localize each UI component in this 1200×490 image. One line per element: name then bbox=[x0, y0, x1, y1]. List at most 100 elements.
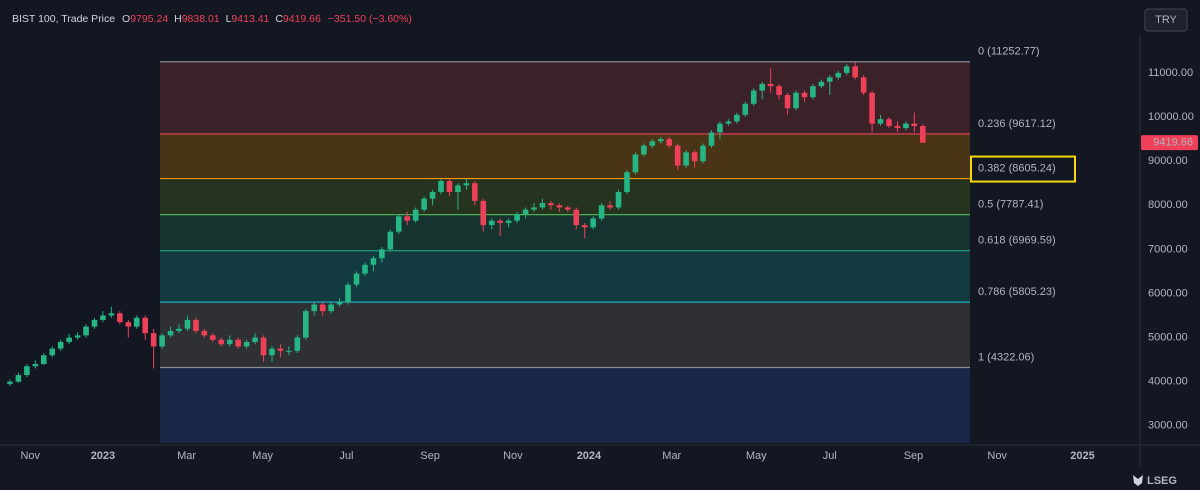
candle-body bbox=[226, 339, 233, 345]
x-tick-label: Nov bbox=[20, 450, 40, 462]
fib-label: 0.382 (8605.24) bbox=[978, 162, 1056, 174]
x-tick-label: May bbox=[252, 450, 273, 462]
candle-body bbox=[835, 72, 842, 78]
candle-body bbox=[894, 125, 901, 129]
candle-body bbox=[810, 86, 816, 98]
x-tick-label: Mar bbox=[662, 450, 681, 462]
candle-body bbox=[24, 366, 30, 376]
candle-body bbox=[117, 313, 123, 323]
high-letter: H bbox=[174, 13, 182, 25]
candle-body bbox=[133, 317, 140, 327]
brand-name: LSEG bbox=[1147, 475, 1177, 487]
candle-body bbox=[108, 313, 115, 316]
candle-body bbox=[522, 209, 529, 215]
candle-body bbox=[421, 198, 427, 210]
candle-body bbox=[455, 185, 461, 193]
candle-body bbox=[269, 348, 275, 356]
candle-body bbox=[691, 152, 698, 162]
fib-label: 1 (4322.06) bbox=[978, 351, 1034, 363]
candle-body bbox=[125, 322, 132, 327]
candle-body bbox=[683, 152, 689, 166]
candle-body bbox=[514, 214, 520, 221]
candle-body bbox=[860, 77, 867, 93]
candle-body bbox=[193, 319, 199, 331]
fib-zone bbox=[160, 302, 970, 368]
candle-body bbox=[573, 209, 580, 226]
candle-body bbox=[463, 183, 470, 186]
close-letter: C bbox=[275, 13, 283, 25]
candle-body bbox=[548, 203, 554, 206]
candle-body bbox=[235, 339, 241, 347]
x-tick-label: Sep bbox=[904, 450, 924, 462]
candle-body bbox=[429, 192, 436, 199]
candle-body bbox=[387, 231, 394, 250]
candle-body bbox=[827, 77, 833, 82]
candle-body bbox=[7, 381, 13, 384]
candle-body bbox=[395, 216, 402, 232]
candle-body bbox=[32, 364, 39, 367]
candle-body bbox=[911, 123, 918, 127]
fib-label: 0.786 (5805.23) bbox=[978, 286, 1056, 298]
candle-body bbox=[708, 132, 715, 146]
candle-body bbox=[666, 139, 673, 146]
fib-zone bbox=[160, 367, 970, 443]
candle-body bbox=[167, 330, 174, 336]
candle-body bbox=[505, 220, 512, 223]
x-tick-label: May bbox=[746, 450, 767, 462]
x-tick-label: 2024 bbox=[577, 450, 602, 462]
candle-body bbox=[488, 220, 495, 226]
x-tick-label: Sep bbox=[420, 450, 440, 462]
low-value: 9413.41 bbox=[231, 13, 269, 25]
candle-body bbox=[759, 83, 765, 91]
candle-body bbox=[243, 341, 250, 347]
fib-zone bbox=[160, 250, 970, 303]
candle-body bbox=[438, 180, 444, 193]
currency-button[interactable] bbox=[1144, 8, 1188, 32]
candle-body bbox=[886, 119, 892, 126]
candle-body bbox=[843, 66, 850, 73]
y-tick-label: 6000.00 bbox=[1148, 287, 1188, 299]
candle-body bbox=[919, 126, 926, 143]
candle-body bbox=[903, 123, 909, 129]
open-value: 9795.24 bbox=[130, 13, 168, 25]
x-tick-label: Jul bbox=[339, 450, 353, 462]
high-value: 9838.01 bbox=[182, 13, 220, 25]
candle-body bbox=[57, 341, 64, 349]
x-tick-label: Mar bbox=[177, 450, 196, 462]
candle-body bbox=[336, 302, 343, 305]
y-tick-label: 3000.00 bbox=[1148, 420, 1188, 432]
change: −351.50 (−3.60%) bbox=[328, 13, 412, 25]
candle-body bbox=[319, 304, 326, 312]
candle-body bbox=[40, 355, 47, 365]
candle-body bbox=[539, 203, 546, 208]
candle-body bbox=[83, 326, 89, 336]
candle-body bbox=[302, 311, 309, 338]
candle-body bbox=[657, 139, 664, 142]
candle-body bbox=[74, 335, 81, 338]
candle-body bbox=[581, 225, 588, 228]
candle-body bbox=[818, 81, 825, 87]
candle-body bbox=[632, 154, 639, 173]
x-tick-label: Nov bbox=[503, 450, 523, 462]
candle-body bbox=[311, 304, 318, 312]
fib-label: 0.5 (7787.41) bbox=[978, 199, 1043, 211]
candle-body bbox=[404, 216, 411, 221]
candle-body bbox=[531, 207, 537, 210]
fib-highlight bbox=[970, 155, 1076, 183]
candle-body bbox=[649, 141, 656, 146]
candle-body bbox=[218, 339, 225, 345]
currency-label[interactable]: TRY bbox=[1155, 14, 1177, 26]
candle-body bbox=[734, 114, 740, 122]
candle-body bbox=[362, 264, 368, 274]
candle-body bbox=[100, 315, 106, 320]
candle-body bbox=[776, 86, 782, 95]
y-tick-label: 11000.00 bbox=[1148, 67, 1193, 79]
candle-body bbox=[767, 83, 774, 87]
candle-body bbox=[742, 103, 749, 115]
candle-body bbox=[793, 92, 799, 109]
chart-title: BIST 100, Trade Price bbox=[12, 13, 115, 25]
candle-body bbox=[412, 209, 419, 221]
candle-body bbox=[446, 180, 453, 193]
y-tick-label: 7000.00 bbox=[1148, 243, 1188, 255]
